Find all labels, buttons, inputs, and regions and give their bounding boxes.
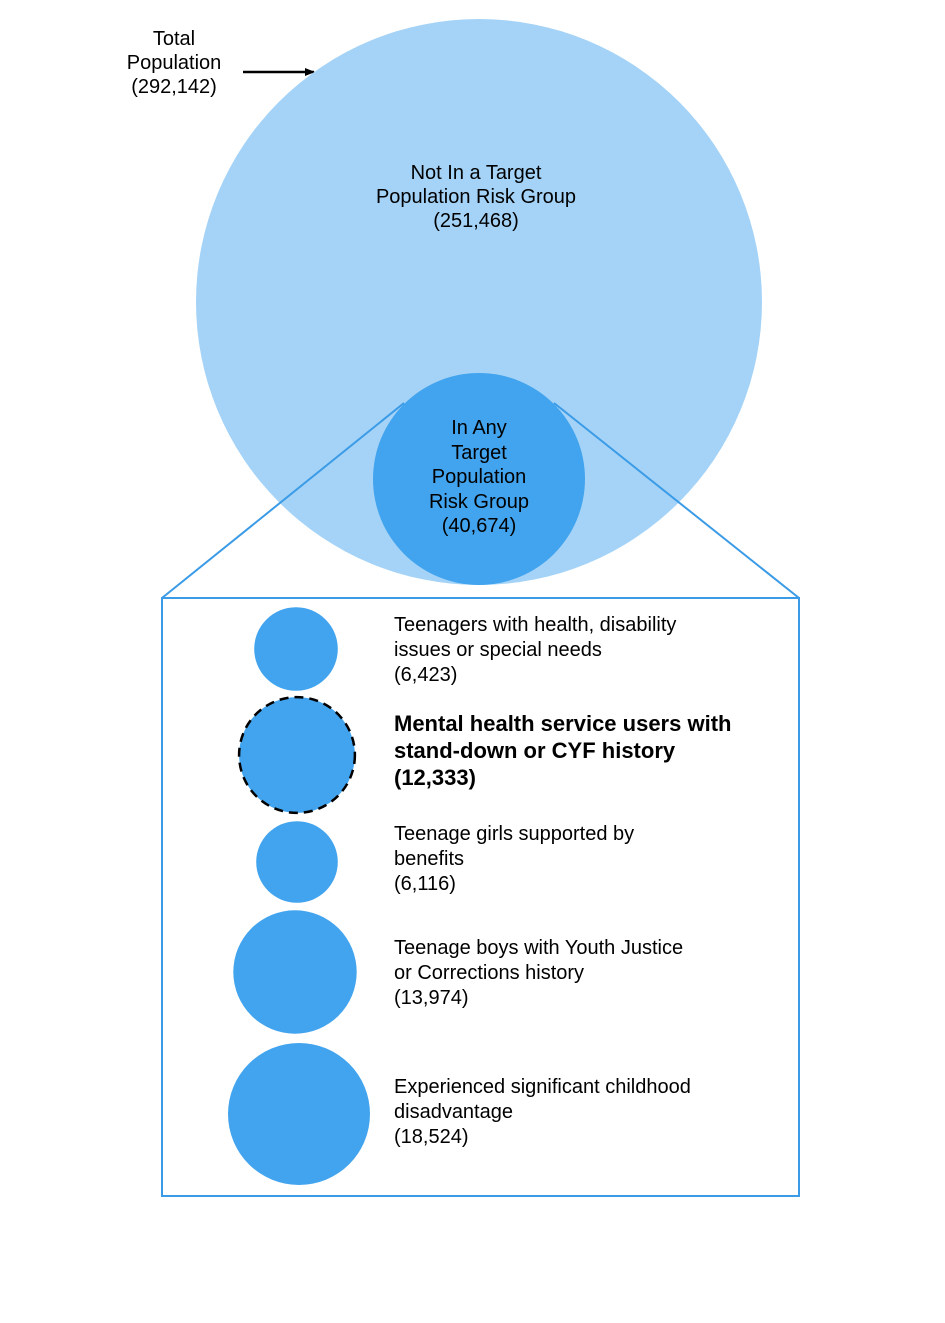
not-in-group-value: (251,468) — [433, 210, 519, 232]
in-group-line: Population — [432, 466, 527, 488]
subgroup-label: Teenagers with health, disability issues… — [394, 614, 676, 686]
total-population-label: Total Population (292,142) — [127, 28, 222, 98]
subgroup-label-line: benefits — [394, 848, 464, 870]
callout-line-right — [553, 402, 800, 599]
subgroup-label-line: Experienced significant childhood — [394, 1076, 691, 1098]
subgroup-label: Teenage boys with Youth Justice or Corre… — [394, 937, 683, 1009]
not-in-group-line: Not In a Target — [411, 162, 542, 184]
in-group-label: In Any Target Population Risk Group (40,… — [429, 417, 529, 537]
subgroup-label-line: Mental health service users with — [394, 711, 731, 736]
not-in-group-label: Not In a Target Population Risk Group (2… — [376, 162, 576, 232]
in-group-line: In Any — [451, 417, 507, 439]
subgroup-label-line: Teenage girls supported by — [394, 823, 634, 845]
subgroup-circle — [254, 607, 338, 691]
subgroup-circle — [256, 821, 338, 903]
subgroup-label-value: (18,524) — [394, 1126, 469, 1148]
subgroup-label-line: stand-down or CYF history — [394, 738, 676, 763]
callout-line-left — [161, 402, 405, 599]
subgroup-circle-highlighted — [237, 695, 357, 815]
subgroup-label-value: (6,423) — [394, 664, 457, 686]
subgroup-label-line: or Corrections history — [394, 962, 584, 984]
not-in-group-line: Population Risk Group — [376, 186, 576, 208]
in-group-line: Target — [451, 442, 507, 464]
subgroup-label-line: Teenagers with health, disability — [394, 614, 676, 636]
risk-group-circle — [373, 373, 585, 585]
breakdown-box — [161, 597, 800, 1197]
subgroup-circle — [228, 1043, 370, 1185]
subgroup-label-highlighted: Mental health service users with stand-d… — [394, 711, 731, 790]
subgroup-label-line: issues or special needs — [394, 639, 602, 661]
total-label-value: (292,142) — [131, 76, 217, 98]
subgroup-label-line: Teenage boys with Youth Justice — [394, 937, 683, 959]
subgroup-label-value: (12,333) — [394, 765, 476, 790]
in-group-value: (40,674) — [442, 515, 517, 537]
subgroup-label-line: disadvantage — [394, 1101, 513, 1123]
subgroup-circle — [233, 910, 357, 1034]
subgroup-label: Teenage girls supported by benefits (6,1… — [394, 823, 634, 895]
total-population-circle — [196, 19, 762, 585]
total-label-line: Total — [153, 28, 195, 50]
total-label-line: Population — [127, 52, 222, 74]
subgroup-label-value: (13,974) — [394, 987, 469, 1009]
subgroup-label: Experienced significant childhood disadv… — [394, 1076, 691, 1148]
in-group-line: Risk Group — [429, 491, 529, 513]
subgroup-label-value: (6,116) — [394, 873, 456, 895]
